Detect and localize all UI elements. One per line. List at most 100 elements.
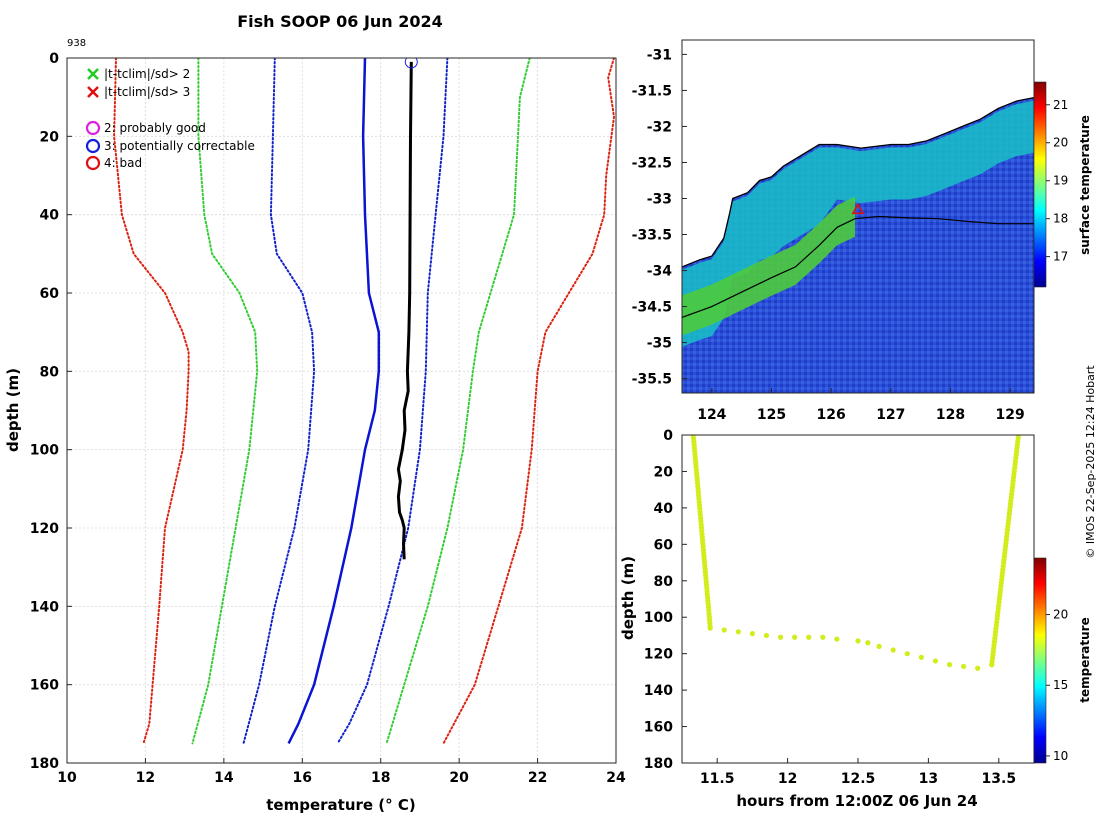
legend-label: 3: potentially correctable xyxy=(104,139,255,153)
ytick-label: -34 xyxy=(647,264,673,280)
xtick-label: 12 xyxy=(136,770,155,786)
data-point xyxy=(1015,435,1022,438)
depth-time-ylabel: depth (m) xyxy=(619,556,637,640)
xtick-label: 13.5 xyxy=(982,771,1017,787)
ytick-label: 0 xyxy=(49,51,59,67)
ytick-label: -33.5 xyxy=(632,228,672,244)
ytick-label: 120 xyxy=(644,647,673,663)
xtick-label: 22 xyxy=(528,770,547,786)
colorbar-tick-label: 10 xyxy=(1053,749,1068,763)
ytick-label: -35 xyxy=(647,336,672,352)
xtick-label: 20 xyxy=(449,770,469,786)
data-point xyxy=(932,658,939,664)
colorbar-tick-label: 20 xyxy=(1053,136,1068,150)
map-panel: 124 125 126 127 128 129 -31 -31.5 -32 -32.5 -33 -33… xyxy=(632,39,1092,423)
xtick-label: 124 xyxy=(697,407,726,423)
colorbar-tick-label: 15 xyxy=(1053,678,1068,692)
data-point xyxy=(946,662,953,668)
profile-panel: 10 12 14 16 18 20 22 24 0 20 40 60 80 100 120 140 160 180… xyxy=(4,51,626,814)
colorbar-tick-label: 18 xyxy=(1053,212,1068,226)
series-mean-1sd xyxy=(242,58,316,745)
series-mean-3sd xyxy=(442,58,615,745)
map-ticks: 124 125 126 127 128 129 -31 -31.5 -32 -32.5 -33 -33… xyxy=(632,47,1025,423)
data-point xyxy=(749,631,756,637)
series-clim-mean xyxy=(287,58,381,744)
sst-colorbar-ticks: 17 18 19 20 21 xyxy=(1046,98,1068,264)
data-point xyxy=(820,634,826,640)
warm-coastal-band xyxy=(682,100,1034,347)
series-mean-1sd xyxy=(336,58,449,745)
xtick-label: 10 xyxy=(57,770,77,786)
depth-time-xlabel: hours from 12:00Z 06 Jun 24 xyxy=(736,792,977,810)
profile-ylabel: depth (m) xyxy=(4,368,22,452)
legend-label: |t-tclim|/sd> 2 xyxy=(104,67,190,81)
sst-colorbar xyxy=(1033,81,1047,288)
ytick-label: 180 xyxy=(30,756,59,772)
xtick-label: 127 xyxy=(876,407,905,423)
xtick-label: 12.5 xyxy=(841,771,876,787)
data-point xyxy=(876,643,882,649)
colorbar-tick-label: 20 xyxy=(1053,608,1068,622)
temperature-colorbar-label: temperature xyxy=(1078,617,1092,702)
data-point xyxy=(975,665,981,671)
data-point xyxy=(855,638,861,644)
ytick-label: 20 xyxy=(654,464,674,480)
data-point xyxy=(865,640,871,646)
xtick-label: 24 xyxy=(606,770,626,786)
coastline xyxy=(682,96,1034,268)
xtick-label: 129 xyxy=(996,407,1025,423)
ytick-label: 40 xyxy=(40,208,60,224)
profile-plot-area xyxy=(67,58,616,763)
profile-xlabel: temperature (° C) xyxy=(266,796,416,814)
data-point xyxy=(707,625,713,631)
legend-circle-marker xyxy=(85,138,101,154)
profile-location-marker xyxy=(851,202,865,215)
ytick-label: -31.5 xyxy=(632,83,672,99)
series-mean-2sd xyxy=(385,58,531,745)
ytick-label: -34.5 xyxy=(632,300,672,316)
ytick-label: 160 xyxy=(30,678,59,694)
legend: |t-tclim|/sd> 2 |t-tclim|/sd> 3 2: probabl… xyxy=(85,67,255,171)
data-point xyxy=(763,632,770,639)
xtick-label: 126 xyxy=(817,407,846,423)
colorbar-tick-label: 21 xyxy=(1053,98,1068,112)
data-point xyxy=(777,634,784,640)
profile-series xyxy=(113,58,615,745)
station-id: 938 xyxy=(67,38,86,49)
ytick-label: 140 xyxy=(30,599,59,615)
ytick-label: 40 xyxy=(654,501,674,517)
ytick-label: 80 xyxy=(654,574,674,590)
ytick-label: 160 xyxy=(644,720,673,736)
ytick-label: 100 xyxy=(644,610,673,626)
ytick-label: -32.5 xyxy=(632,155,672,171)
data-point xyxy=(890,647,896,653)
depth-time-points xyxy=(690,435,1022,671)
series-mean-3sd xyxy=(113,58,190,745)
data-point xyxy=(721,627,727,633)
sst-colorbar-label: surface temperature xyxy=(1078,115,1092,255)
qc-flag-marker xyxy=(404,58,418,69)
ytick-label: 180 xyxy=(644,756,673,772)
xtick-label: 13 xyxy=(919,771,938,787)
temperature-colorbar-ticks: 10 15 20 xyxy=(1046,608,1068,763)
xtick-label: 128 xyxy=(936,407,965,423)
legend-label: |t-tclim|/sd> 3 xyxy=(104,85,190,99)
series-observed xyxy=(396,61,413,560)
legend-label: 2: probably good xyxy=(104,121,206,135)
figure-title: Fish SOOP 06 Jun 2024 xyxy=(237,12,443,31)
ytick-label: 60 xyxy=(40,286,60,302)
ytick-label: 140 xyxy=(644,683,673,699)
data-point xyxy=(904,651,910,657)
series-mean-2sd xyxy=(191,58,259,745)
data-point xyxy=(834,636,840,642)
ytick-label: -35.5 xyxy=(632,372,672,388)
legend-circle-marker xyxy=(85,155,101,171)
xtick-label: 12 xyxy=(778,771,797,787)
data-point xyxy=(918,654,924,660)
legend-label: 4: bad xyxy=(104,156,142,170)
ytick-label: 20 xyxy=(40,129,60,145)
legend-x-marker xyxy=(87,86,99,98)
ytick-label: 0 xyxy=(663,428,673,444)
ytick-label: 80 xyxy=(40,364,60,380)
